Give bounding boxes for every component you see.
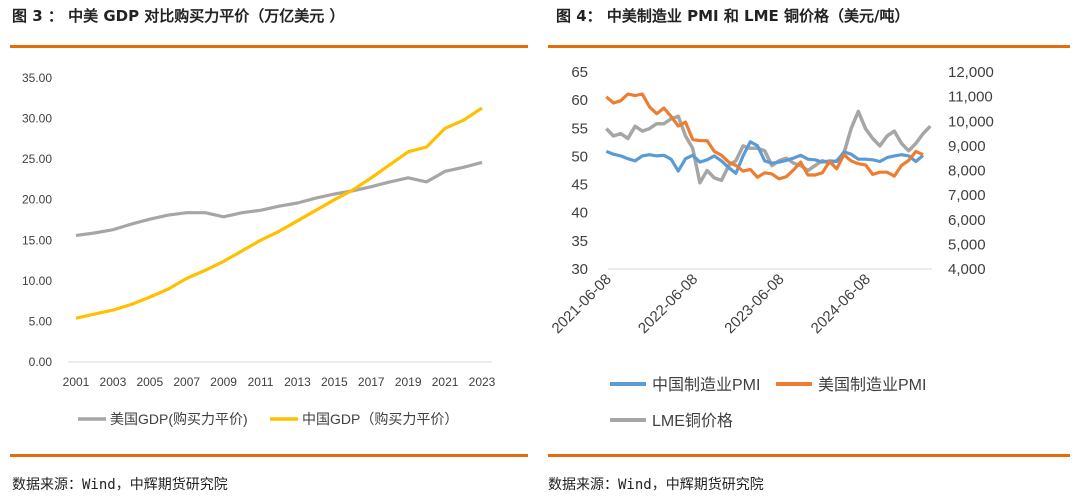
x-tick-label: 2023-06-08 bbox=[721, 271, 787, 337]
y-left-tick-label: 45 bbox=[571, 177, 588, 194]
y-right-tick-label: 9,000 bbox=[948, 138, 986, 155]
legend-label: 美国制造业PMI bbox=[818, 376, 926, 394]
x-tick-label: 2015 bbox=[321, 375, 348, 389]
left-top-rule bbox=[10, 45, 528, 48]
x-tick-label: 2011 bbox=[248, 375, 274, 389]
y-tick-label: 0.00 bbox=[29, 355, 53, 369]
china-pmi-line bbox=[605, 140, 925, 175]
y-tick-label: 20.00 bbox=[22, 193, 52, 207]
y-tick-label: 30.00 bbox=[22, 112, 52, 126]
y-right-tick-label: 6,000 bbox=[948, 212, 986, 229]
x-tick-label: 2007 bbox=[173, 375, 200, 389]
x-tick-label: 2013 bbox=[284, 375, 311, 389]
x-tick-label: 2021 bbox=[432, 375, 459, 389]
x-tick-label: 2021-06-08 bbox=[549, 271, 615, 337]
us-gdp-line bbox=[75, 160, 483, 237]
y-right-tick-label: 8,000 bbox=[948, 163, 986, 180]
x-tick-label: 2001 bbox=[63, 375, 90, 389]
right-bottom-rule bbox=[548, 454, 1070, 457]
right-top-rule bbox=[548, 45, 1070, 48]
legend-label: 中国制造业PMI bbox=[652, 376, 760, 394]
y-right-tick-label: 10,000 bbox=[948, 113, 994, 130]
left-chart-title: 图 3 ： 中美 GDP 对比购买力平价（万亿美元 ） bbox=[12, 7, 345, 25]
y-right-tick-label: 7,000 bbox=[948, 187, 986, 204]
x-tick-label: 2017 bbox=[358, 375, 385, 389]
pmi-copper-chart: 30 35 40 45 50 55 60 65 4,000 5,000 6,000 7,000 8,00… bbox=[549, 64, 994, 430]
x-tick-label: 2023 bbox=[469, 375, 496, 389]
lme-copper-line bbox=[605, 109, 932, 185]
x-tick-label: 2024-06-08 bbox=[808, 271, 874, 337]
y-left-tick-label: 65 bbox=[571, 64, 588, 81]
left-bottom-rule bbox=[10, 454, 528, 457]
y-left-tick-label: 55 bbox=[571, 120, 588, 137]
y-right-tick-label: 5,000 bbox=[948, 236, 986, 253]
y-left-tick-label: 35 bbox=[571, 233, 588, 250]
y-tick-label: 5.00 bbox=[29, 314, 53, 328]
us-pmi-line bbox=[605, 92, 924, 181]
legend-label: LME铜价格 bbox=[652, 412, 733, 430]
y-right-tick-label: 4,000 bbox=[948, 261, 986, 278]
right-chart-title: 图 4： 中美制造业 PMI 和 LME 铜价格（美元/吨） bbox=[556, 7, 910, 25]
y-tick-label: 35.00 bbox=[22, 71, 52, 85]
x-tick-label: 2022-06-08 bbox=[635, 271, 701, 337]
china-gdp-line bbox=[75, 106, 483, 320]
y-left-tick-label: 40 bbox=[571, 205, 588, 222]
y-right-tick-label: 12,000 bbox=[948, 64, 994, 81]
right-source-note: 数据来源：Wind，中辉期货研究院 bbox=[548, 477, 764, 493]
legend-label: 中国GDP（购买力平价） bbox=[302, 411, 458, 427]
y-tick-label: 10.00 bbox=[22, 274, 52, 288]
x-tick-label: 2009 bbox=[210, 375, 237, 389]
legend-label: 美国GDP(购买力平价) bbox=[110, 411, 248, 427]
y-right-tick-label: 11,000 bbox=[948, 89, 993, 106]
x-tick-label: 2003 bbox=[100, 375, 127, 389]
y-tick-label: 25.00 bbox=[22, 152, 52, 166]
y-tick-label: 15.00 bbox=[22, 233, 52, 247]
gdp-comparison-chart: 0.00 5.00 10.00 15.00 20.00 25.00 30.00 35.00 20… bbox=[22, 71, 496, 427]
y-left-tick-label: 60 bbox=[571, 92, 588, 109]
x-tick-label: 2019 bbox=[395, 375, 422, 389]
y-left-tick-label: 30 bbox=[571, 261, 588, 278]
y-left-tick-label: 50 bbox=[571, 148, 588, 165]
x-tick-label: 2005 bbox=[136, 375, 163, 389]
left-source-note: 数据来源：Wind，中辉期货研究院 bbox=[12, 477, 228, 493]
